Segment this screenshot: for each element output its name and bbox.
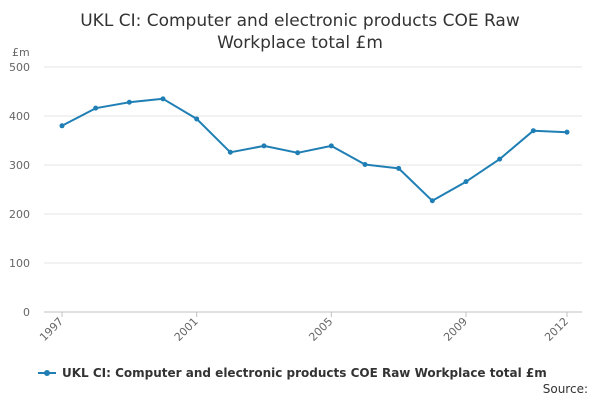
data-point-2001[interactable] bbox=[194, 116, 200, 122]
y-tick-label-100: 100 bbox=[9, 257, 30, 270]
x-axis-ticks: 1997 2001 2005 2009 2012 bbox=[37, 312, 571, 344]
legend[interactable]: UKL CI: Computer and electronic products… bbox=[38, 366, 547, 380]
x-tick-label-2012: 2012 bbox=[542, 315, 571, 344]
data-point-1999[interactable] bbox=[126, 99, 132, 105]
data-point-2004[interactable] bbox=[295, 150, 301, 156]
data-point-2000[interactable] bbox=[160, 96, 166, 102]
data-point-2007[interactable] bbox=[396, 165, 402, 171]
chart-title: UKL CI: Computer and electronic products… bbox=[0, 10, 600, 54]
data-point-2003[interactable] bbox=[261, 143, 267, 149]
x-tick-label-1997: 1997 bbox=[37, 315, 66, 344]
chart-title-line-1: UKL CI: Computer and electronic products… bbox=[80, 11, 520, 31]
y-tick-label-400: 400 bbox=[9, 110, 30, 123]
y-axis-ticks: 0 100 200 300 400 500 bbox=[9, 61, 30, 319]
y-tick-label-300: 300 bbox=[9, 159, 30, 172]
legend-series-swatch bbox=[38, 368, 56, 378]
grid-lines bbox=[44, 66, 582, 313]
legend-series-label: UKL CI: Computer and electronic products… bbox=[62, 366, 547, 380]
y-tick-label-0: 0 bbox=[23, 306, 30, 319]
x-tick-label-2005: 2005 bbox=[306, 315, 335, 344]
data-point-2012[interactable] bbox=[564, 129, 570, 135]
data-point-2009[interactable] bbox=[463, 179, 469, 185]
y-axis-unit: £m bbox=[12, 46, 30, 59]
x-tick-label-2001: 2001 bbox=[172, 315, 201, 344]
data-point-1997[interactable] bbox=[59, 123, 65, 129]
source-label: Source: bbox=[542, 382, 588, 396]
data-point-2002[interactable] bbox=[227, 149, 233, 155]
series-line-0 bbox=[61, 97, 568, 202]
chart-title-line-2: Workplace total £m bbox=[217, 33, 383, 53]
x-tick-label-2009: 2009 bbox=[441, 315, 470, 344]
data-point-2011[interactable] bbox=[530, 128, 536, 134]
y-tick-label-200: 200 bbox=[9, 208, 30, 221]
y-tick-label-500: 500 bbox=[9, 61, 30, 74]
data-point-2006[interactable] bbox=[362, 162, 368, 168]
data-point-2008[interactable] bbox=[429, 198, 435, 204]
data-point-2005[interactable] bbox=[328, 143, 334, 149]
data-point-1998[interactable] bbox=[93, 105, 99, 111]
series-group bbox=[59, 96, 570, 204]
data-point-2010[interactable] bbox=[497, 156, 503, 162]
